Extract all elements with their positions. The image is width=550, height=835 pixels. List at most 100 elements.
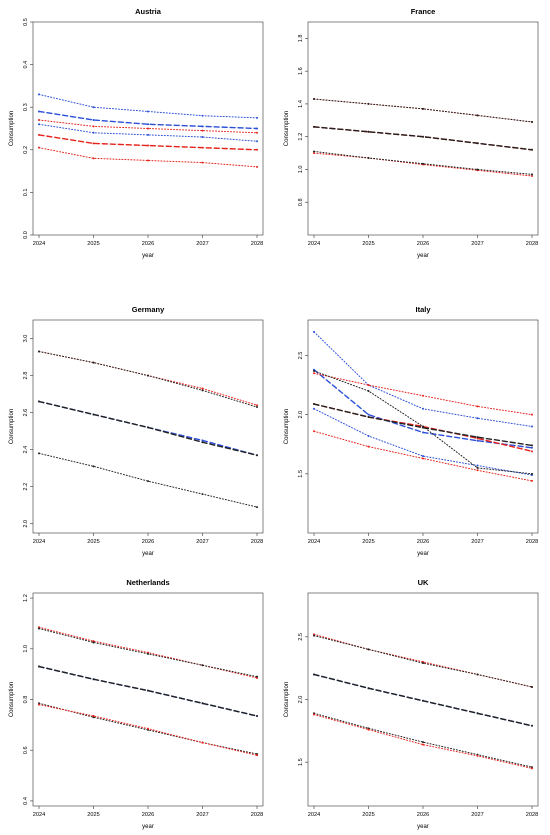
chart-panel-italy: Italy 2024 2025 2026 2027 2028 year 1.5 2.0 2.5 Co… <box>284 305 539 557</box>
x-tick-label: 2028 <box>526 539 538 545</box>
data-point <box>38 93 40 96</box>
data-point <box>201 161 204 164</box>
data-point <box>476 142 479 145</box>
data-point <box>201 441 204 444</box>
series-line <box>313 126 533 151</box>
data-point <box>147 110 149 113</box>
data-point <box>531 479 533 482</box>
x-tick-label: 2027 <box>471 539 483 545</box>
x-tick-label: 2025 <box>362 812 374 818</box>
y-tick-label: 2.0 <box>298 411 304 419</box>
data-point <box>422 407 424 410</box>
x-tick-label: 2028 <box>251 539 263 545</box>
data-point <box>422 457 424 460</box>
data-point <box>422 425 424 428</box>
data-point <box>531 413 533 416</box>
data-point <box>147 127 149 130</box>
x-tick-label: 2027 <box>471 241 483 247</box>
data-point <box>201 389 204 392</box>
data-point <box>38 350 40 353</box>
data-point <box>147 480 149 483</box>
data-point <box>476 469 479 472</box>
data-point <box>476 168 479 171</box>
y-tick-label: 0.1 <box>23 189 29 197</box>
data-point <box>38 627 40 630</box>
x-tick-label: 2028 <box>251 812 263 818</box>
y-axis-title: Consumption <box>9 409 15 444</box>
series-line <box>313 633 533 688</box>
data-point <box>422 107 424 110</box>
data-point <box>531 685 533 688</box>
x-tick-label: 2026 <box>142 539 154 545</box>
data-point <box>476 466 479 469</box>
data-point <box>313 673 315 676</box>
x-tick-label: 2024 <box>33 539 45 545</box>
data-point <box>147 374 149 377</box>
data-point <box>147 159 149 162</box>
data-point <box>531 173 533 176</box>
data-point <box>256 454 258 457</box>
chart-title: Italy <box>415 305 431 314</box>
data-point <box>201 439 204 442</box>
data-point <box>313 634 315 637</box>
series-line <box>313 408 533 476</box>
series-line <box>38 110 258 130</box>
x-tick-label: 2026 <box>417 539 429 545</box>
data-point <box>422 162 424 165</box>
data-point <box>38 400 40 403</box>
chart-title: UK <box>418 578 429 587</box>
y-tick-label: 1.2 <box>23 594 29 602</box>
data-point <box>201 387 204 390</box>
y-tick-label: 2.0 <box>23 520 29 528</box>
y-tick-label: 1.6 <box>298 67 304 75</box>
data-point <box>313 407 315 410</box>
y-tick-label: 0.6 <box>23 746 29 754</box>
series-line <box>38 123 258 142</box>
data-point <box>313 430 315 433</box>
data-point <box>367 648 370 651</box>
x-tick-label: 2025 <box>87 812 99 818</box>
data-point <box>422 699 424 702</box>
x-axis-title: year <box>142 253 154 259</box>
data-point <box>313 152 315 155</box>
data-point <box>313 98 315 101</box>
x-axis-title: year <box>417 253 429 259</box>
data-point <box>38 146 40 149</box>
data-point <box>367 445 370 448</box>
data-point <box>256 116 258 119</box>
x-tick-label: 2025 <box>87 539 99 545</box>
chart-title: Austria <box>135 7 162 16</box>
data-point <box>531 425 533 428</box>
data-point <box>531 724 533 727</box>
data-point <box>313 372 315 375</box>
y-tick-label: 1.2 <box>298 133 304 141</box>
plot-frame <box>307 592 539 807</box>
data-point <box>92 714 95 717</box>
data-point <box>476 754 479 757</box>
data-point <box>92 142 95 145</box>
chart-panel-uk: UK 2024 2025 2026 2027 2028 year 1.5 2.0 2.5 Consu… <box>284 578 539 830</box>
data-point <box>531 148 533 151</box>
data-point <box>147 123 149 126</box>
data-point <box>256 406 258 409</box>
data-point <box>256 506 258 509</box>
data-point <box>147 144 149 147</box>
data-point <box>147 652 149 655</box>
y-tick-label: 0.8 <box>298 198 304 206</box>
data-point <box>92 413 95 416</box>
x-axis-title: year <box>142 824 154 830</box>
plot-frame <box>32 592 264 807</box>
y-tick-label: 2.8 <box>23 372 29 380</box>
data-point <box>201 146 204 149</box>
data-point <box>531 120 533 123</box>
y-axis-title: Consumption <box>284 682 290 717</box>
data-point <box>256 127 258 130</box>
data-point <box>531 446 533 449</box>
data-point <box>367 384 370 387</box>
series-line <box>38 119 258 134</box>
y-tick-label: 2.5 <box>298 633 304 641</box>
data-point <box>92 125 95 128</box>
data-point <box>201 136 204 139</box>
series-line <box>38 350 258 408</box>
data-point <box>147 133 149 136</box>
